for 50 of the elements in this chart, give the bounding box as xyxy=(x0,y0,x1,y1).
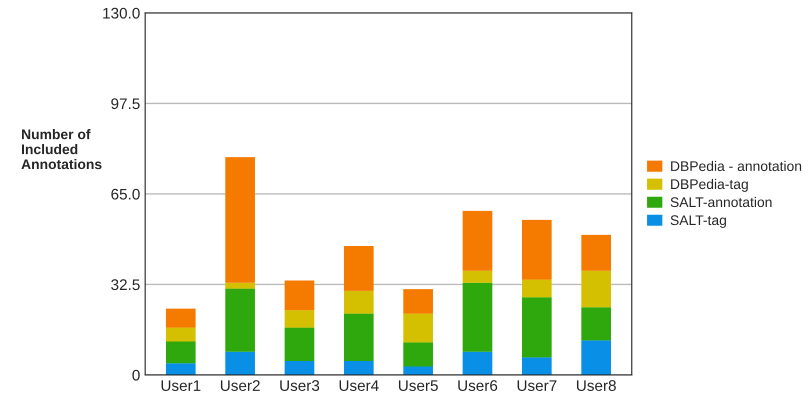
x-tick-label: User7 xyxy=(518,380,556,391)
legend-label: SALT-annotation xyxy=(670,196,772,208)
bar xyxy=(166,308,196,328)
bar xyxy=(581,270,611,308)
bar xyxy=(166,328,196,342)
bar xyxy=(284,280,314,310)
x-tick-label: User3 xyxy=(280,380,320,391)
bar xyxy=(344,290,374,314)
bar xyxy=(284,328,314,361)
bar xyxy=(581,307,611,340)
x-tick-label: User1 xyxy=(162,380,200,391)
bar xyxy=(522,280,552,298)
x-tick-label: User5 xyxy=(398,380,438,391)
x-tick-label: User4 xyxy=(340,380,379,391)
bar xyxy=(403,314,433,342)
bar xyxy=(284,360,314,375)
bar xyxy=(166,342,196,364)
bar xyxy=(522,220,552,280)
bar xyxy=(462,282,492,352)
legend-label: DBPedia - annotation xyxy=(671,160,802,172)
bar xyxy=(581,340,611,375)
bar xyxy=(581,234,611,271)
bar xyxy=(403,289,433,314)
bar xyxy=(225,157,255,283)
y-tick-label: 0 xyxy=(132,370,140,381)
y-tick-label: 97.5 xyxy=(111,98,140,110)
bar xyxy=(225,352,255,375)
bar xyxy=(462,210,492,271)
bar xyxy=(344,360,374,375)
bar xyxy=(225,288,255,352)
bar xyxy=(344,246,374,291)
bar xyxy=(522,297,552,358)
x-tick-label: User6 xyxy=(458,380,498,391)
y-tick-label: 65.0 xyxy=(111,188,140,200)
legend-label: SALT-tag xyxy=(670,215,726,228)
y-axis-title: Number of Included Annotations xyxy=(21,129,102,170)
bar xyxy=(403,342,433,367)
bar xyxy=(284,310,314,328)
bar xyxy=(522,357,552,375)
bar xyxy=(225,282,255,289)
y-tick-label: 32.5 xyxy=(111,279,140,290)
legend-label: DBPedia-tag xyxy=(671,178,748,192)
x-tick-label: User2 xyxy=(220,380,260,391)
bar xyxy=(462,352,492,375)
bar xyxy=(403,366,433,375)
bar xyxy=(462,270,492,283)
bar xyxy=(166,363,196,375)
bar xyxy=(344,314,374,361)
x-tick-label: User8 xyxy=(576,380,616,391)
y-tick-label: 130.0 xyxy=(103,8,140,19)
